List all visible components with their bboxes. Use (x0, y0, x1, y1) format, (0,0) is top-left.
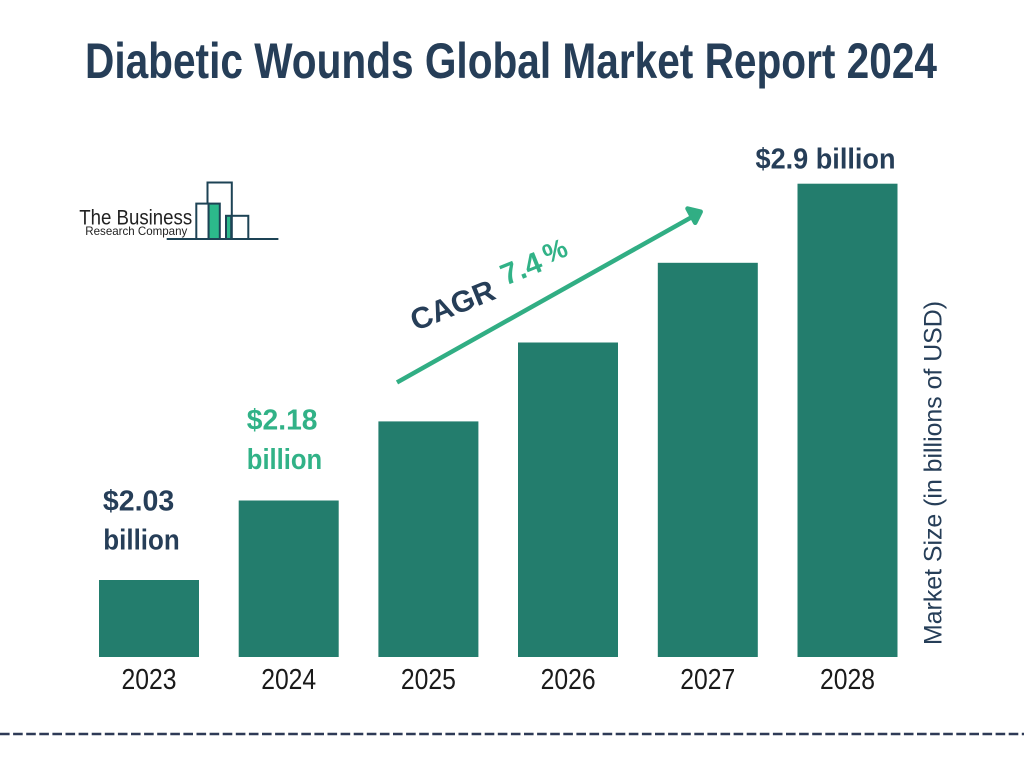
svg-text:billion: billion (247, 444, 322, 476)
svg-text:$2.18: $2.18 (247, 405, 318, 437)
svg-text:2023: 2023 (122, 664, 177, 696)
svg-text:Research Company: Research Company (85, 224, 187, 238)
svg-text:$2.9 billion: $2.9 billion (756, 143, 896, 175)
svg-text:2025: 2025 (401, 664, 456, 696)
svg-text:2028: 2028 (820, 664, 875, 696)
svg-text:Market Size (in billions of US: Market Size (in billions of USD) (920, 301, 948, 645)
svg-text:Diabetic Wounds Global Market: Diabetic Wounds Global Market Report 202… (85, 33, 937, 89)
svg-text:2026: 2026 (541, 664, 596, 696)
svg-text:The Business: The Business (79, 205, 192, 229)
svg-text:billion: billion (103, 525, 179, 557)
svg-text:$2.03: $2.03 (103, 486, 174, 518)
svg-text:2024: 2024 (261, 664, 316, 696)
svg-text:2027: 2027 (680, 664, 735, 696)
